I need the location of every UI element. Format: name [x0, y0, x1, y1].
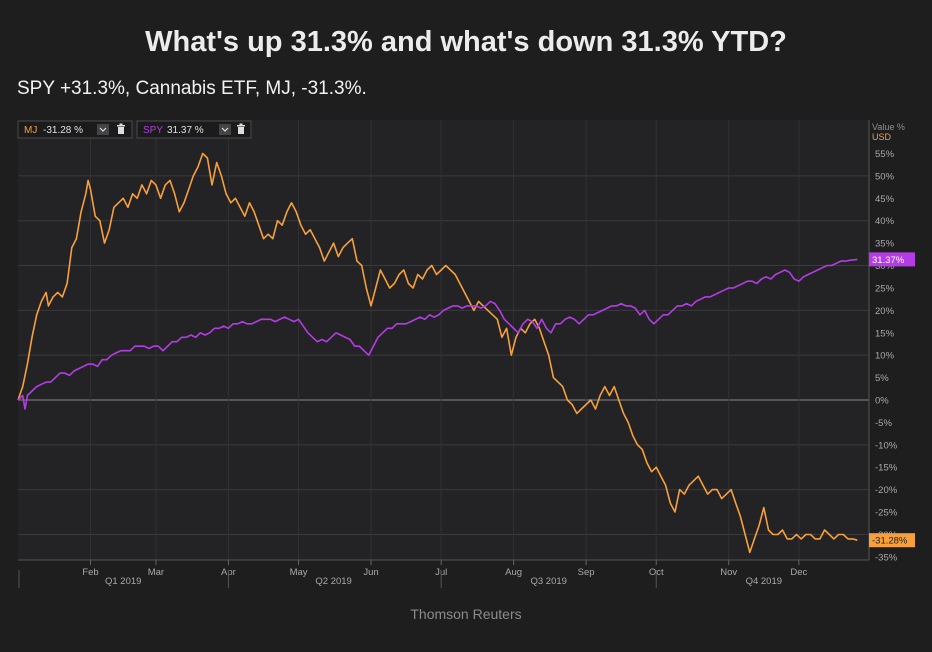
chart-subtitle: SPY +31.3%, Cannabis ETF, MJ, -31.3%. [17, 78, 367, 99]
chevron-down-icon[interactable] [219, 124, 231, 135]
legend-name-mj: MJ [24, 125, 37, 136]
y-tick-label: 55% [875, 149, 895, 160]
x-tick-label: Aug [505, 567, 522, 578]
legend-item-mj[interactable]: MJ -31.28 % [17, 120, 133, 139]
end-label-spy: 31.37% [872, 255, 905, 266]
source-credit: Thomson Reuters [410, 606, 522, 622]
plot-area [18, 120, 869, 560]
y-tick-label: -15% [875, 463, 898, 474]
legend-value-spy: 31.37 % [167, 125, 204, 136]
legend-name-spy: SPY [143, 125, 163, 136]
y-tick-label: 35% [875, 239, 895, 250]
series-line-mj [17, 152, 858, 554]
y-tick-label: 50% [875, 171, 895, 182]
x-tick-label: Nov [720, 567, 737, 578]
y-tick-label: 15% [875, 328, 895, 339]
x-tick-label: Mar [148, 567, 164, 578]
gridlines [18, 120, 870, 560]
y-axis-label: Value % [872, 122, 905, 132]
end-label-mj: -31.28% [872, 536, 908, 547]
x-tick-label: Sep [578, 567, 595, 578]
x-tick-label: Feb [82, 567, 98, 578]
y-tick-label: 0% [875, 396, 889, 407]
x-tick-label: May [290, 567, 308, 578]
y-tick-label: 30% [875, 261, 895, 272]
quarter-label: Q4 2019 [746, 576, 782, 587]
y-tick-label: 20% [875, 306, 895, 317]
series-line-spy [17, 258, 858, 410]
quarter-label: Q1 2019 [105, 576, 141, 587]
x-tick-label: Dec [790, 567, 807, 578]
y-tick-label: -35% [875, 552, 898, 563]
line-chart: 55% 50% 45% 40% 35% 30% 25% 20% 15% 10% 5% 0% -5% -10… [17, 120, 915, 588]
x-tick-label: Jun [363, 567, 378, 578]
quarter-label: Q3 2019 [530, 576, 566, 587]
end-labels: -31.28% 31.37% [869, 252, 915, 548]
trash-icon[interactable] [237, 123, 245, 135]
quarter-label: Q2 2019 [315, 576, 351, 587]
trash-icon[interactable] [117, 123, 125, 135]
end-label-bg-spy [869, 252, 915, 267]
end-label-bg-mj [869, 533, 915, 548]
y-axis-unit: USD [872, 132, 892, 142]
y-axis: 55% 50% 45% 40% 35% 30% 25% 20% 15% 10% 5% 0% -5% -10… [875, 149, 898, 563]
y-tick-label: -10% [875, 440, 898, 451]
legend-value-mj: -31.28 % [43, 125, 83, 136]
legend-item-spy[interactable]: SPY 31.37 % [136, 120, 252, 139]
chart-title: What's up 31.3% and what's down 31.3% YT… [145, 26, 787, 58]
chevron-down-icon[interactable] [97, 124, 109, 135]
series-lines [17, 152, 858, 554]
y-tick-label: -20% [875, 485, 898, 496]
y-tick-label: 40% [875, 216, 895, 227]
y-tick-label: 10% [875, 351, 895, 362]
y-tick-label: -5% [875, 418, 892, 429]
y-tick-label: -25% [875, 508, 898, 519]
y-tick-label: 25% [875, 283, 895, 294]
y-tick-label: 45% [875, 194, 895, 205]
y-tick-label: 5% [875, 373, 889, 384]
